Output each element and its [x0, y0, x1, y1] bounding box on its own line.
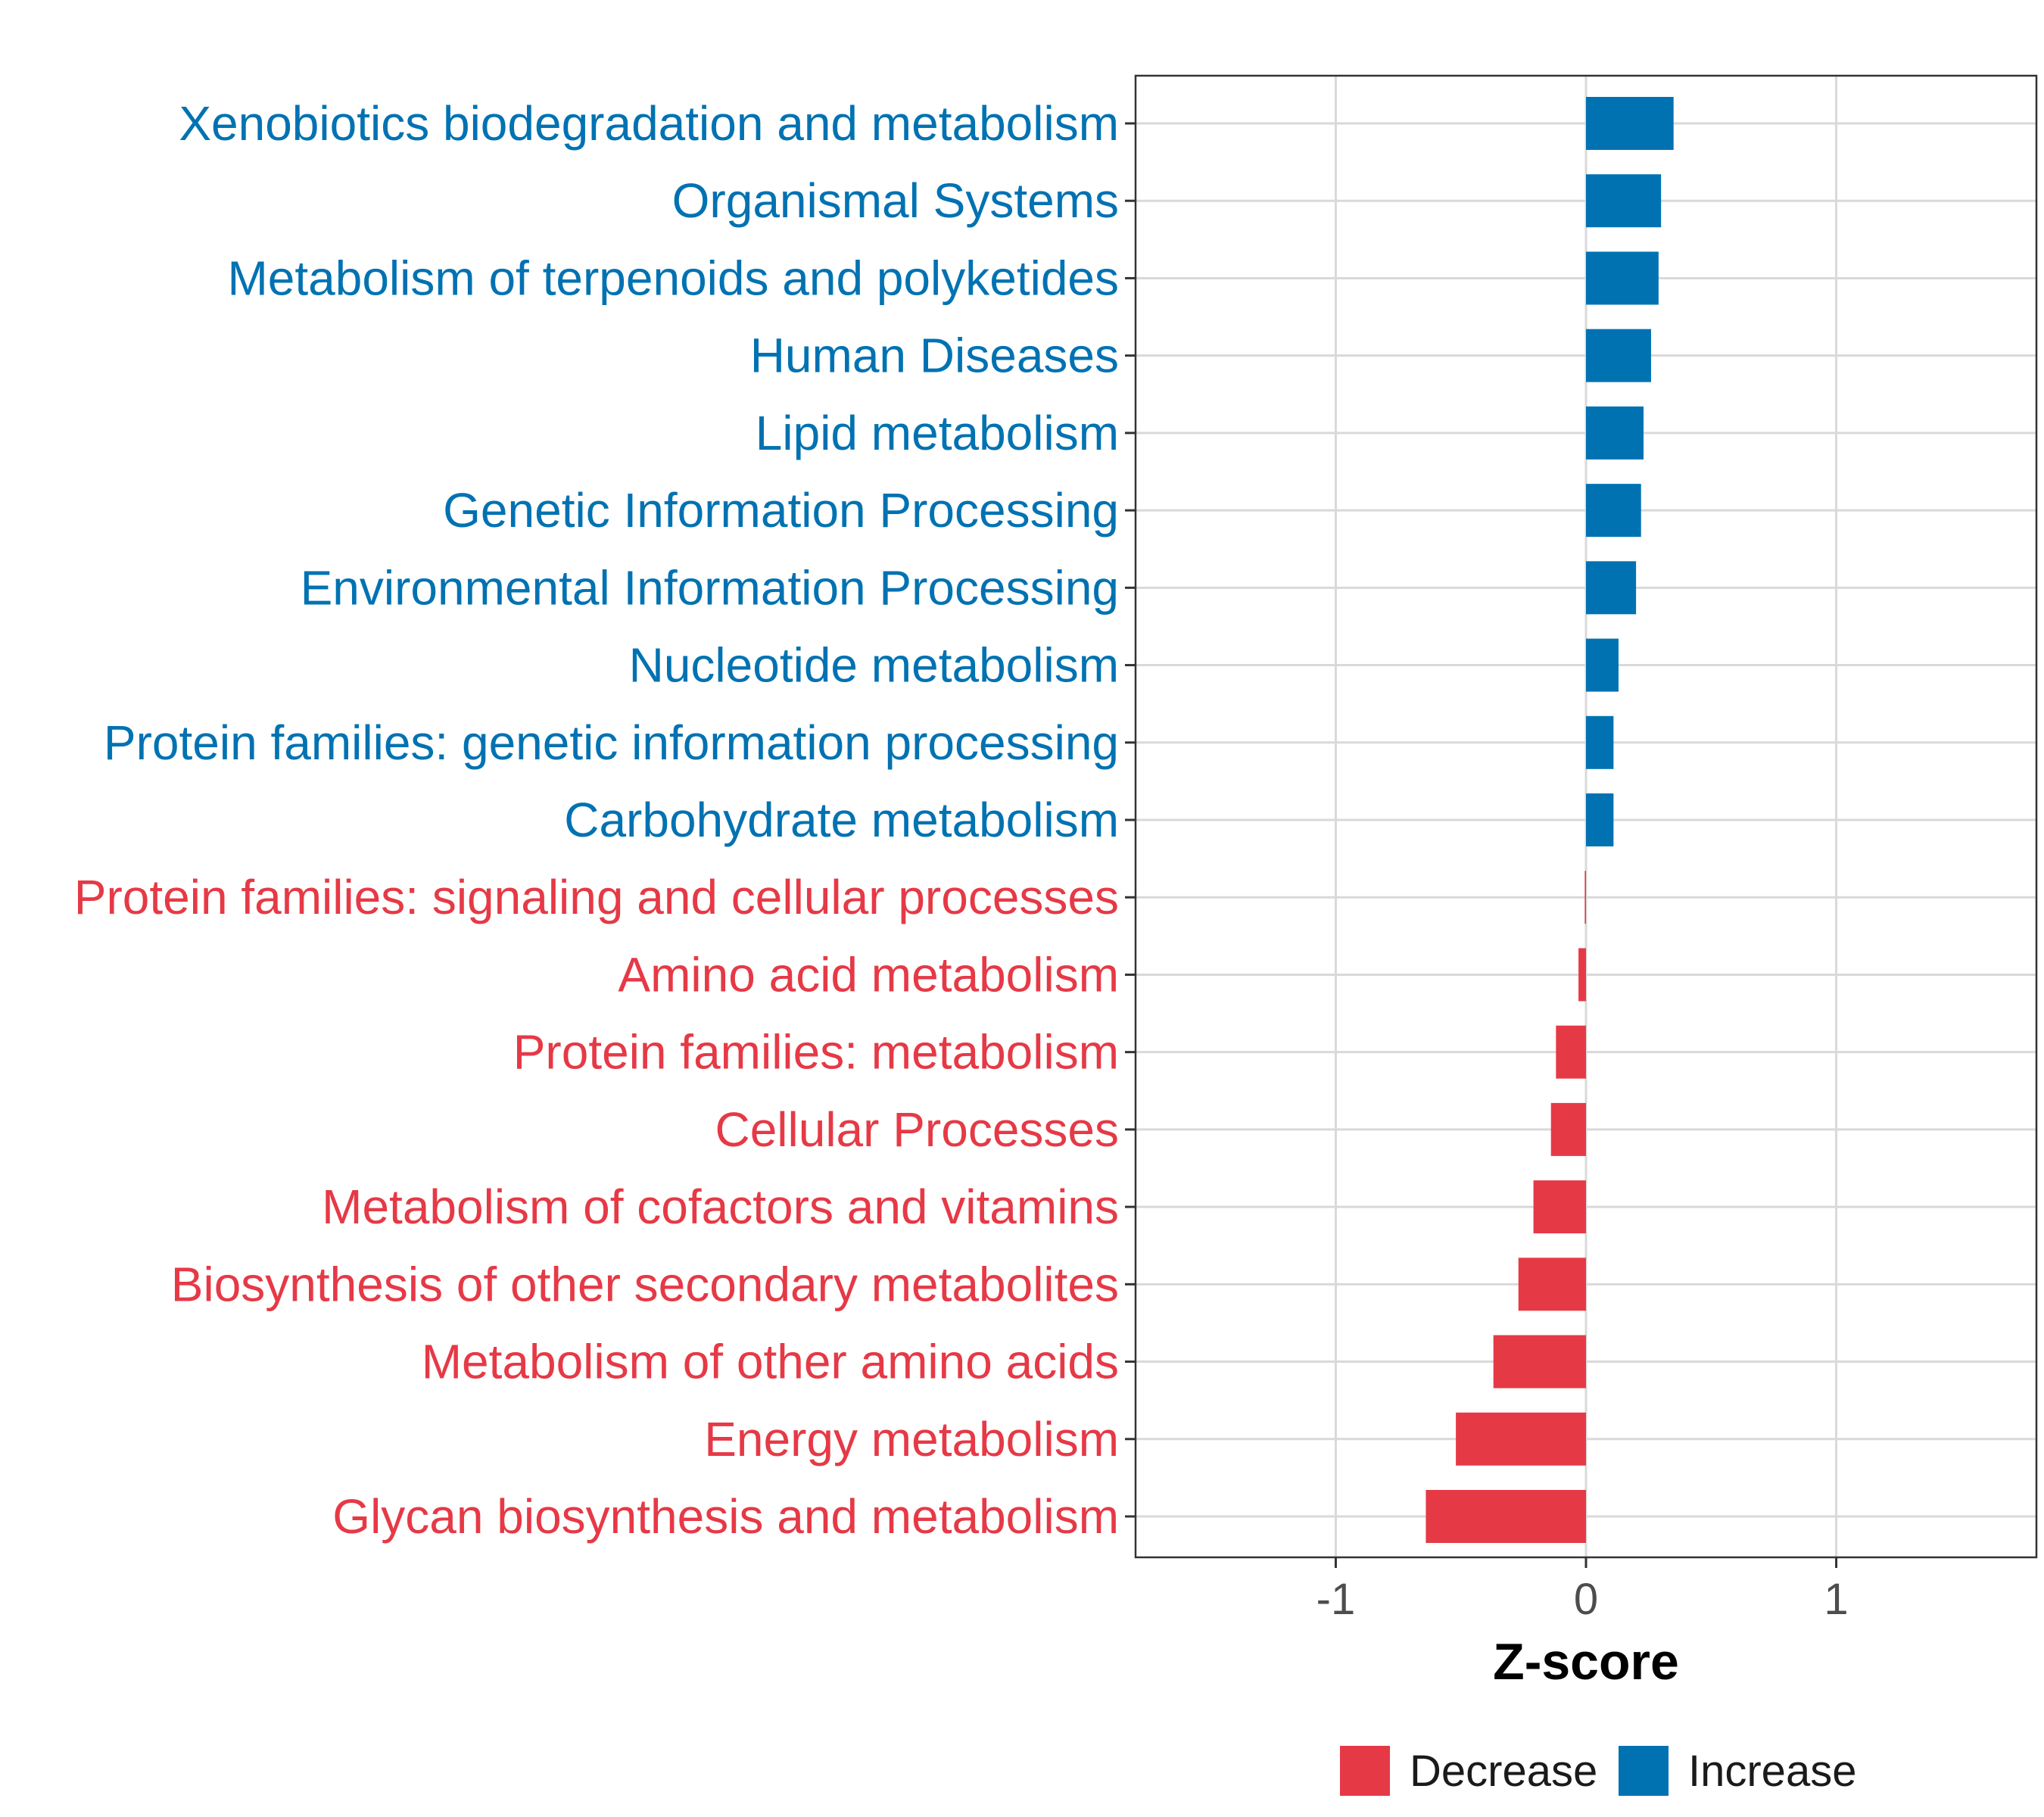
bar — [1456, 1412, 1586, 1466]
bar — [1556, 1025, 1586, 1079]
bar-layer — [1426, 97, 1674, 1543]
x-tick-label: 1 — [1824, 1575, 1848, 1624]
category-label: Organismal Systems — [672, 173, 1119, 228]
bar — [1586, 561, 1637, 615]
bar — [1550, 1102, 1586, 1156]
category-label: Protein families: genetic information pr… — [104, 715, 1119, 770]
bar — [1586, 793, 1614, 846]
x-axis-title: Z-score — [1493, 1633, 1679, 1691]
bar — [1586, 251, 1659, 305]
bar — [1586, 406, 1644, 460]
x-tick-label: 0 — [1574, 1575, 1598, 1624]
category-label: Environmental Information Processing — [301, 560, 1119, 615]
legend-label-increase: Increase — [1688, 1747, 1856, 1796]
bar — [1533, 1180, 1586, 1234]
category-label: Human Diseases — [750, 329, 1119, 383]
category-label: Genetic Information Processing — [443, 483, 1119, 538]
category-label: Carbohydrate metabolism — [564, 793, 1119, 847]
category-label: Lipid metabolism — [756, 406, 1119, 460]
category-label: Protein families: metabolism — [513, 1025, 1119, 1080]
bar — [1518, 1258, 1586, 1311]
bar — [1493, 1335, 1586, 1388]
bar — [1426, 1490, 1586, 1543]
category-label: Xenobiotics biodegradation and metabolis… — [179, 96, 1119, 151]
legend-swatch-decrease — [1340, 1746, 1390, 1796]
legend-swatch-increase — [1619, 1746, 1669, 1796]
category-label: Nucleotide metabolism — [629, 638, 1119, 693]
legend-label-decrease: Decrease — [1410, 1747, 1597, 1796]
bar — [1586, 329, 1651, 382]
bar — [1578, 948, 1586, 1002]
category-label: Biosynthesis of other secondary metaboli… — [171, 1257, 1119, 1311]
legend: Decrease Increase — [1340, 1746, 1856, 1796]
category-label: Metabolism of other amino acids — [422, 1335, 1119, 1389]
category-label: Glycan biosynthesis and metabolism — [332, 1489, 1119, 1544]
category-label: Cellular Processes — [715, 1102, 1119, 1157]
category-label: Energy metabolism — [704, 1412, 1119, 1466]
bar — [1586, 97, 1674, 150]
y-axis: Xenobiotics biodegradation and metabolis… — [74, 96, 1136, 1544]
bar — [1586, 638, 1619, 692]
bar — [1586, 715, 1614, 769]
x-tick-label: -1 — [1316, 1575, 1356, 1624]
category-label: Protein families: signaling and cellular… — [74, 870, 1119, 924]
category-label: Amino acid metabolism — [618, 947, 1119, 1002]
bar — [1584, 871, 1586, 924]
x-axis: -1 0 1 — [1316, 1557, 1849, 1624]
category-label: Metabolism of cofactors and vitamins — [322, 1180, 1119, 1234]
category-label: Metabolism of terpenoids and polyketides — [227, 251, 1119, 305]
bar — [1586, 484, 1641, 538]
bar — [1586, 174, 1662, 228]
